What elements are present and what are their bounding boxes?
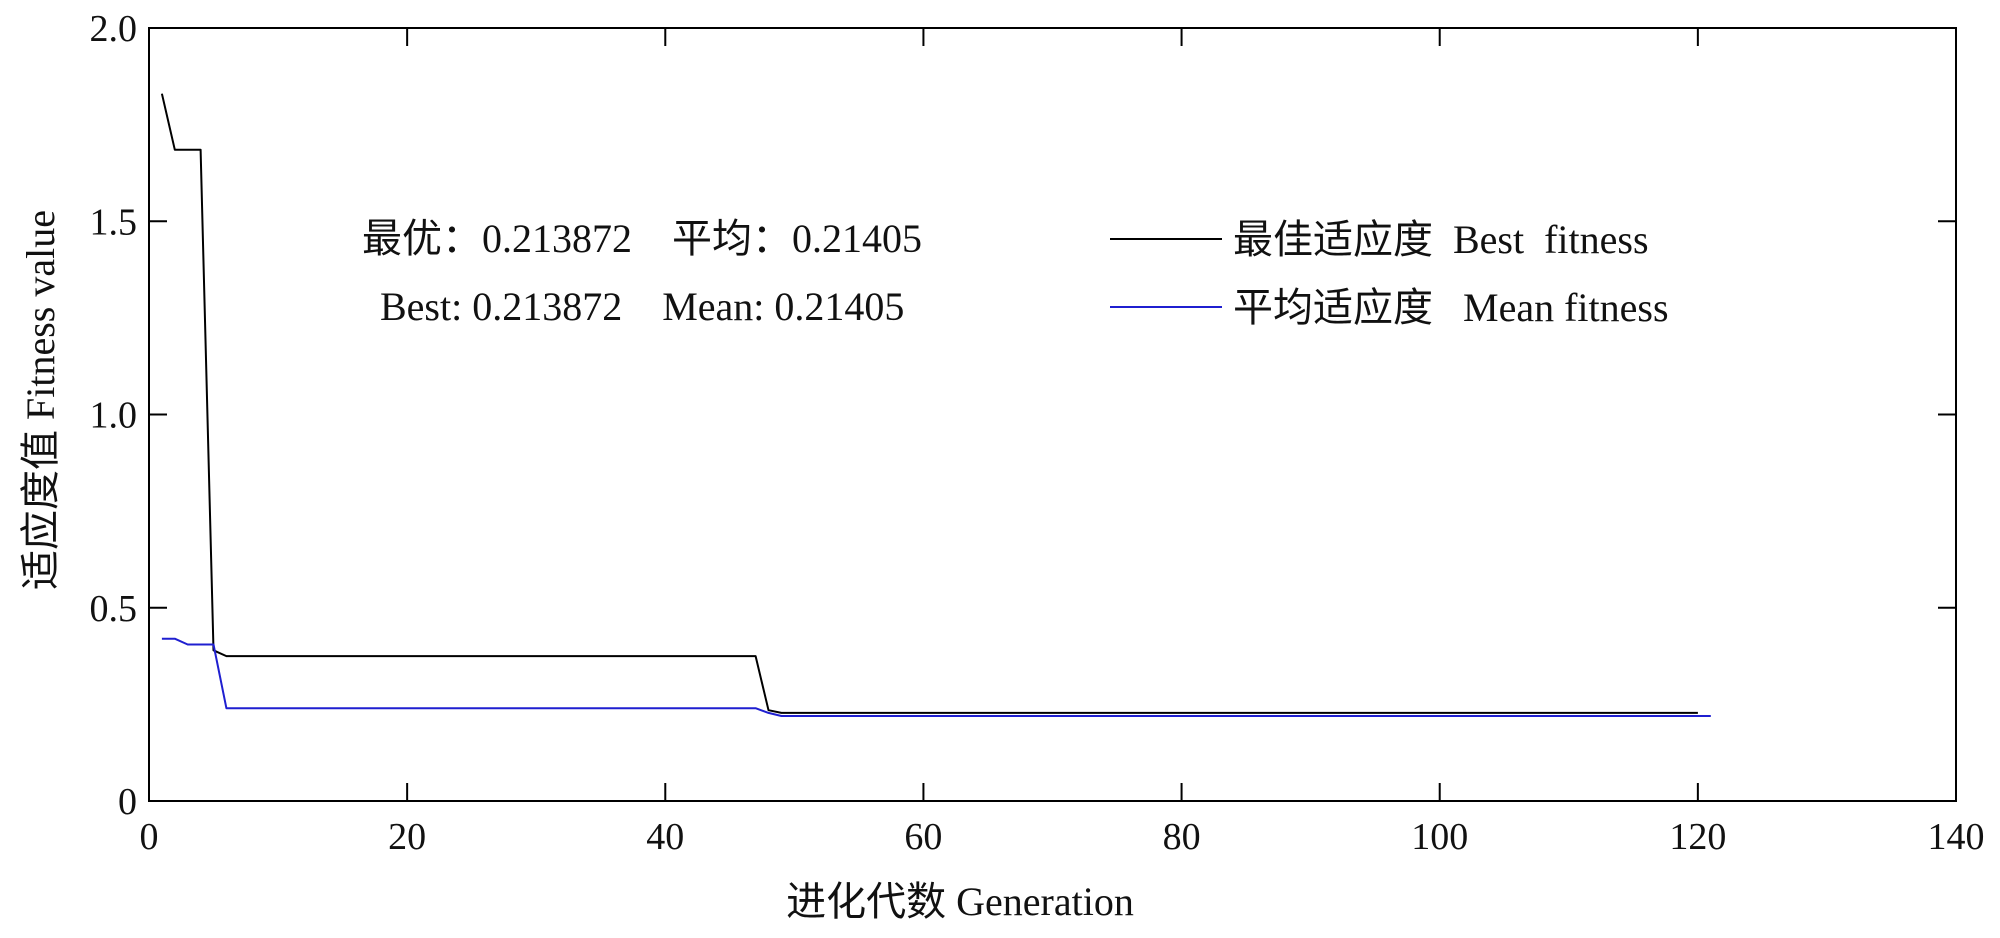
- x-tick-label: 120: [1669, 816, 1726, 858]
- y-tick-label: 2.0: [90, 8, 138, 50]
- legend: 最佳适应度 Best fitness 平均适应度 Mean fitness: [1110, 217, 1669, 330]
- x-tick-label: 80: [1163, 816, 1201, 858]
- best-fitness-line: [160, 93, 1698, 714]
- y-tick-label: 1.0: [90, 395, 138, 437]
- legend-label-best: 最佳适应度 Best fitness: [1233, 217, 1649, 262]
- mean-fitness-line: [161, 637, 1711, 717]
- axis-ticks: [148, 27, 1957, 802]
- legend-label-mean: 平均适应度 Mean fitness: [1233, 285, 1669, 330]
- annotation-line-2: Best: 0.213872 Mean: 0.21405: [380, 284, 904, 329]
- x-tick-label: 40: [646, 816, 684, 858]
- annotation-line-1: 最优：0.213872 平均：0.21405: [362, 216, 922, 261]
- x-tick-label: 20: [388, 816, 426, 858]
- x-tick-label: 0: [140, 816, 159, 858]
- y-axis-title: 适应度值 Fitness value: [18, 210, 63, 590]
- y-tick-label: 0: [118, 781, 137, 823]
- x-axis-title: 进化代数 Generation: [786, 879, 1134, 924]
- axis-tick-labels: 0 20 40 60 80 100 120 140 0 0.5 1.0 1.5 2.0: [90, 8, 1985, 858]
- plot-frame: [148, 27, 1957, 802]
- x-tick-label: 140: [1928, 816, 1985, 858]
- x-tick-label: 100: [1411, 816, 1468, 858]
- series-layer: [160, 93, 1711, 717]
- y-tick-label: 1.5: [90, 201, 138, 243]
- x-tick-label: 60: [904, 816, 942, 858]
- y-tick-label: 0.5: [90, 588, 138, 630]
